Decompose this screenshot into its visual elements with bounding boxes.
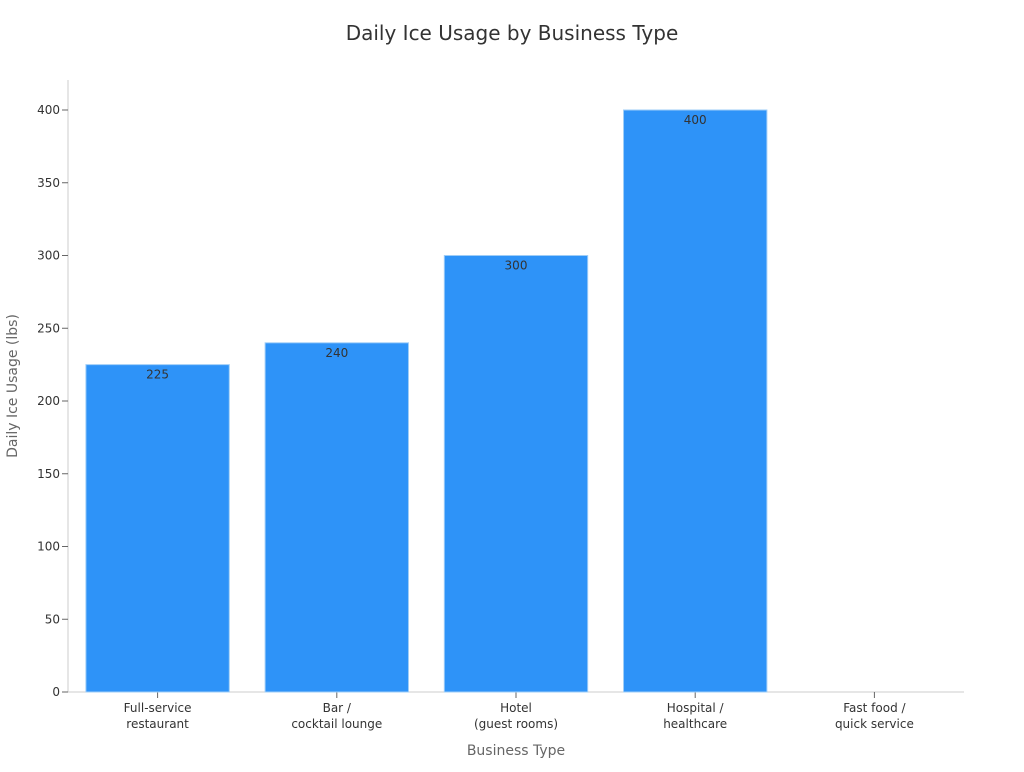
x-tick-label: Full-service [124,701,192,715]
y-tick-label: 300 [37,249,60,263]
bar [443,255,589,693]
x-tick-label: quick service [835,717,914,731]
bar [264,342,409,693]
x-tick-label: Hospital / [667,701,725,715]
y-axis-title: Daily Ice Usage (lbs) [5,314,21,458]
x-tick-label: restaurant [126,717,189,731]
x-tick-label: Fast food / [843,701,906,715]
y-axis: 0 50 100 150 200 250 300 350 400 [37,80,69,699]
y-tick-label: 350 [37,176,60,190]
bar [623,109,768,693]
y-tick-label: 250 [37,321,60,335]
y-tick-label: 400 [37,103,60,117]
y-tick-label: 100 [37,540,60,554]
bar-value-label: 240 [325,346,348,360]
chart-title: Daily Ice Usage by Business Type [346,21,679,45]
y-tick-label: 0 [52,685,60,699]
y-tick-label: 200 [37,394,60,408]
x-tick-label: healthcare [663,717,727,731]
x-tick-label: Bar / [323,701,352,715]
x-axis: Full-service restaurant Bar / cocktail loun… [68,691,964,731]
bar [85,364,230,693]
y-tick-label: 50 [45,612,60,626]
bar-value-label: 225 [146,368,169,382]
x-tick-label: Hotel [500,701,532,715]
data-labels: 225 240 300 400 [146,113,707,382]
x-tick-label: (guest rooms) [474,717,558,731]
y-tick-label: 150 [37,467,60,481]
bar-value-label: 300 [505,259,528,273]
x-tick-label: cocktail lounge [291,717,382,731]
x-axis-title: Business Type [467,743,565,759]
bars [85,109,768,693]
bar-value-label: 400 [684,113,707,127]
